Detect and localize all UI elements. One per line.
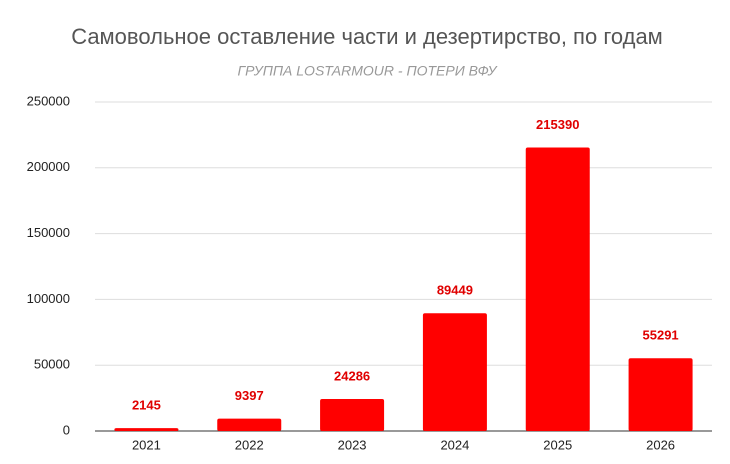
x-tick-label: 2025 [543, 437, 572, 452]
bar [217, 418, 282, 431]
x-tick-label: 2021 [132, 437, 161, 452]
chart-title: Самовольное оставление части и дезертирс… [71, 24, 663, 49]
data-label: 2145 [132, 398, 161, 413]
y-tick-label: 200000 [27, 159, 70, 174]
data-label: 55291 [643, 328, 679, 343]
bar [320, 399, 385, 431]
y-tick-label: 150000 [27, 225, 70, 240]
data-label: 215390 [536, 117, 579, 132]
bar [525, 147, 590, 431]
x-tick-label: 2024 [440, 437, 469, 452]
data-label: 24286 [334, 368, 370, 383]
y-tick-label: 250000 [27, 93, 70, 108]
y-tick-label: 0 [63, 422, 70, 437]
x-tick-label: 2022 [235, 437, 264, 452]
x-tick-label: 2023 [338, 437, 367, 452]
bar [422, 313, 487, 431]
y-tick-label: 50000 [34, 357, 70, 372]
data-label: 9397 [235, 388, 264, 403]
x-tick-label: 2026 [646, 437, 675, 452]
y-tick-label: 100000 [27, 291, 70, 306]
data-label: 89449 [437, 283, 473, 298]
bar [628, 358, 693, 431]
chart-subtitle: ГРУППА LOSTARMOUR - ПОТЕРИ ВФУ [237, 63, 498, 79]
bar [114, 428, 179, 431]
